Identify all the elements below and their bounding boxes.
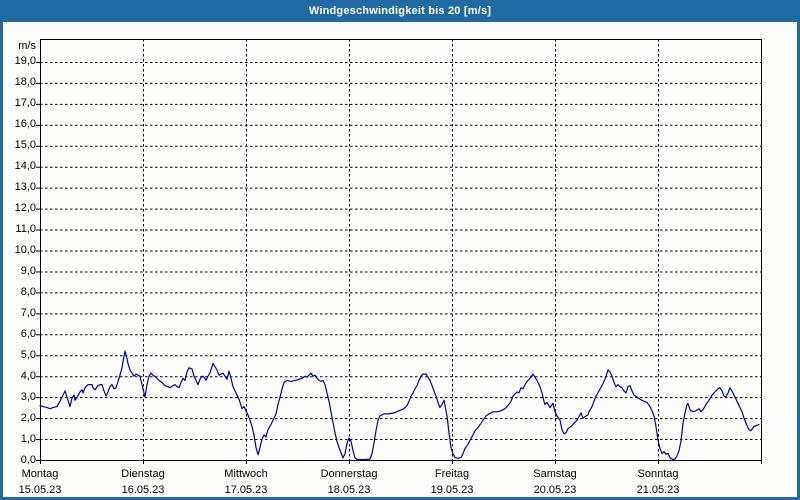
day-name: Montag: [21, 468, 59, 480]
day-label: Samstag 20.05.23: [503, 466, 607, 498]
day-label: Sonntag 21.05.23: [606, 466, 710, 498]
y-tick-label: 6,0: [20, 327, 36, 340]
day-date: 16.05.23: [121, 484, 165, 496]
day-name: Sonntag: [637, 468, 679, 480]
day-name: Donnerstag: [320, 468, 378, 480]
y-tick-label: 4,0: [20, 369, 36, 382]
y-tick-label: 7,0: [20, 306, 36, 319]
y-tick-label: 1,0: [20, 432, 36, 445]
y-tick-label: 16,0: [14, 118, 36, 131]
y-tick-label: 8,0: [20, 285, 36, 298]
y-tick-label: 17,0: [14, 97, 36, 110]
y-tick-label: 11,0: [15, 223, 36, 236]
day-date: 15.05.23: [18, 484, 62, 496]
day-date: 20.05.23: [533, 484, 577, 496]
day-name: Samstag: [533, 468, 577, 480]
y-tick-label: 18,0: [14, 76, 36, 89]
y-tick-label: 13,0: [14, 181, 36, 194]
y-tick-label: 12,0: [14, 202, 36, 215]
day-name: Mittwoch: [224, 468, 268, 480]
day-label: Montag 15.05.23: [0, 466, 92, 498]
day-name: Dienstag: [121, 468, 165, 480]
day-label: Donnerstag 18.05.23: [297, 466, 401, 498]
y-tick-label: 2,0: [20, 411, 36, 424]
y-axis-unit-label: m/s: [18, 40, 36, 52]
y-tick-label: 5,0: [20, 348, 36, 361]
y-tick-label: 3,0: [20, 390, 36, 403]
day-label: Freitag 19.05.23: [400, 466, 504, 498]
y-tick-label: 9,0: [20, 264, 36, 277]
day-date: 19.05.23: [430, 484, 474, 496]
y-tick-label: 10,0: [14, 244, 36, 256]
day-date: 18.05.23: [327, 484, 371, 496]
y-tick-label: 14,0: [14, 160, 36, 173]
y-tick-label: 15,0: [14, 139, 36, 152]
day-name: Freitag: [434, 468, 470, 480]
title-bar: Windgeschwindigkeit bis 20 [m/s]: [0, 0, 800, 22]
day-label: Mittwoch 17.05.23: [194, 466, 298, 498]
day-date: 17.05.23: [224, 484, 268, 496]
chart-canvas: [3, 22, 797, 497]
y-tick-label: 19,0: [14, 55, 36, 68]
day-date: 21.05.23: [636, 484, 680, 496]
y-tick-label: 0,0: [20, 453, 36, 466]
window-title: Windgeschwindigkeit bis 20 [m/s]: [308, 5, 492, 17]
day-label: Dienstag 16.05.23: [91, 466, 195, 498]
